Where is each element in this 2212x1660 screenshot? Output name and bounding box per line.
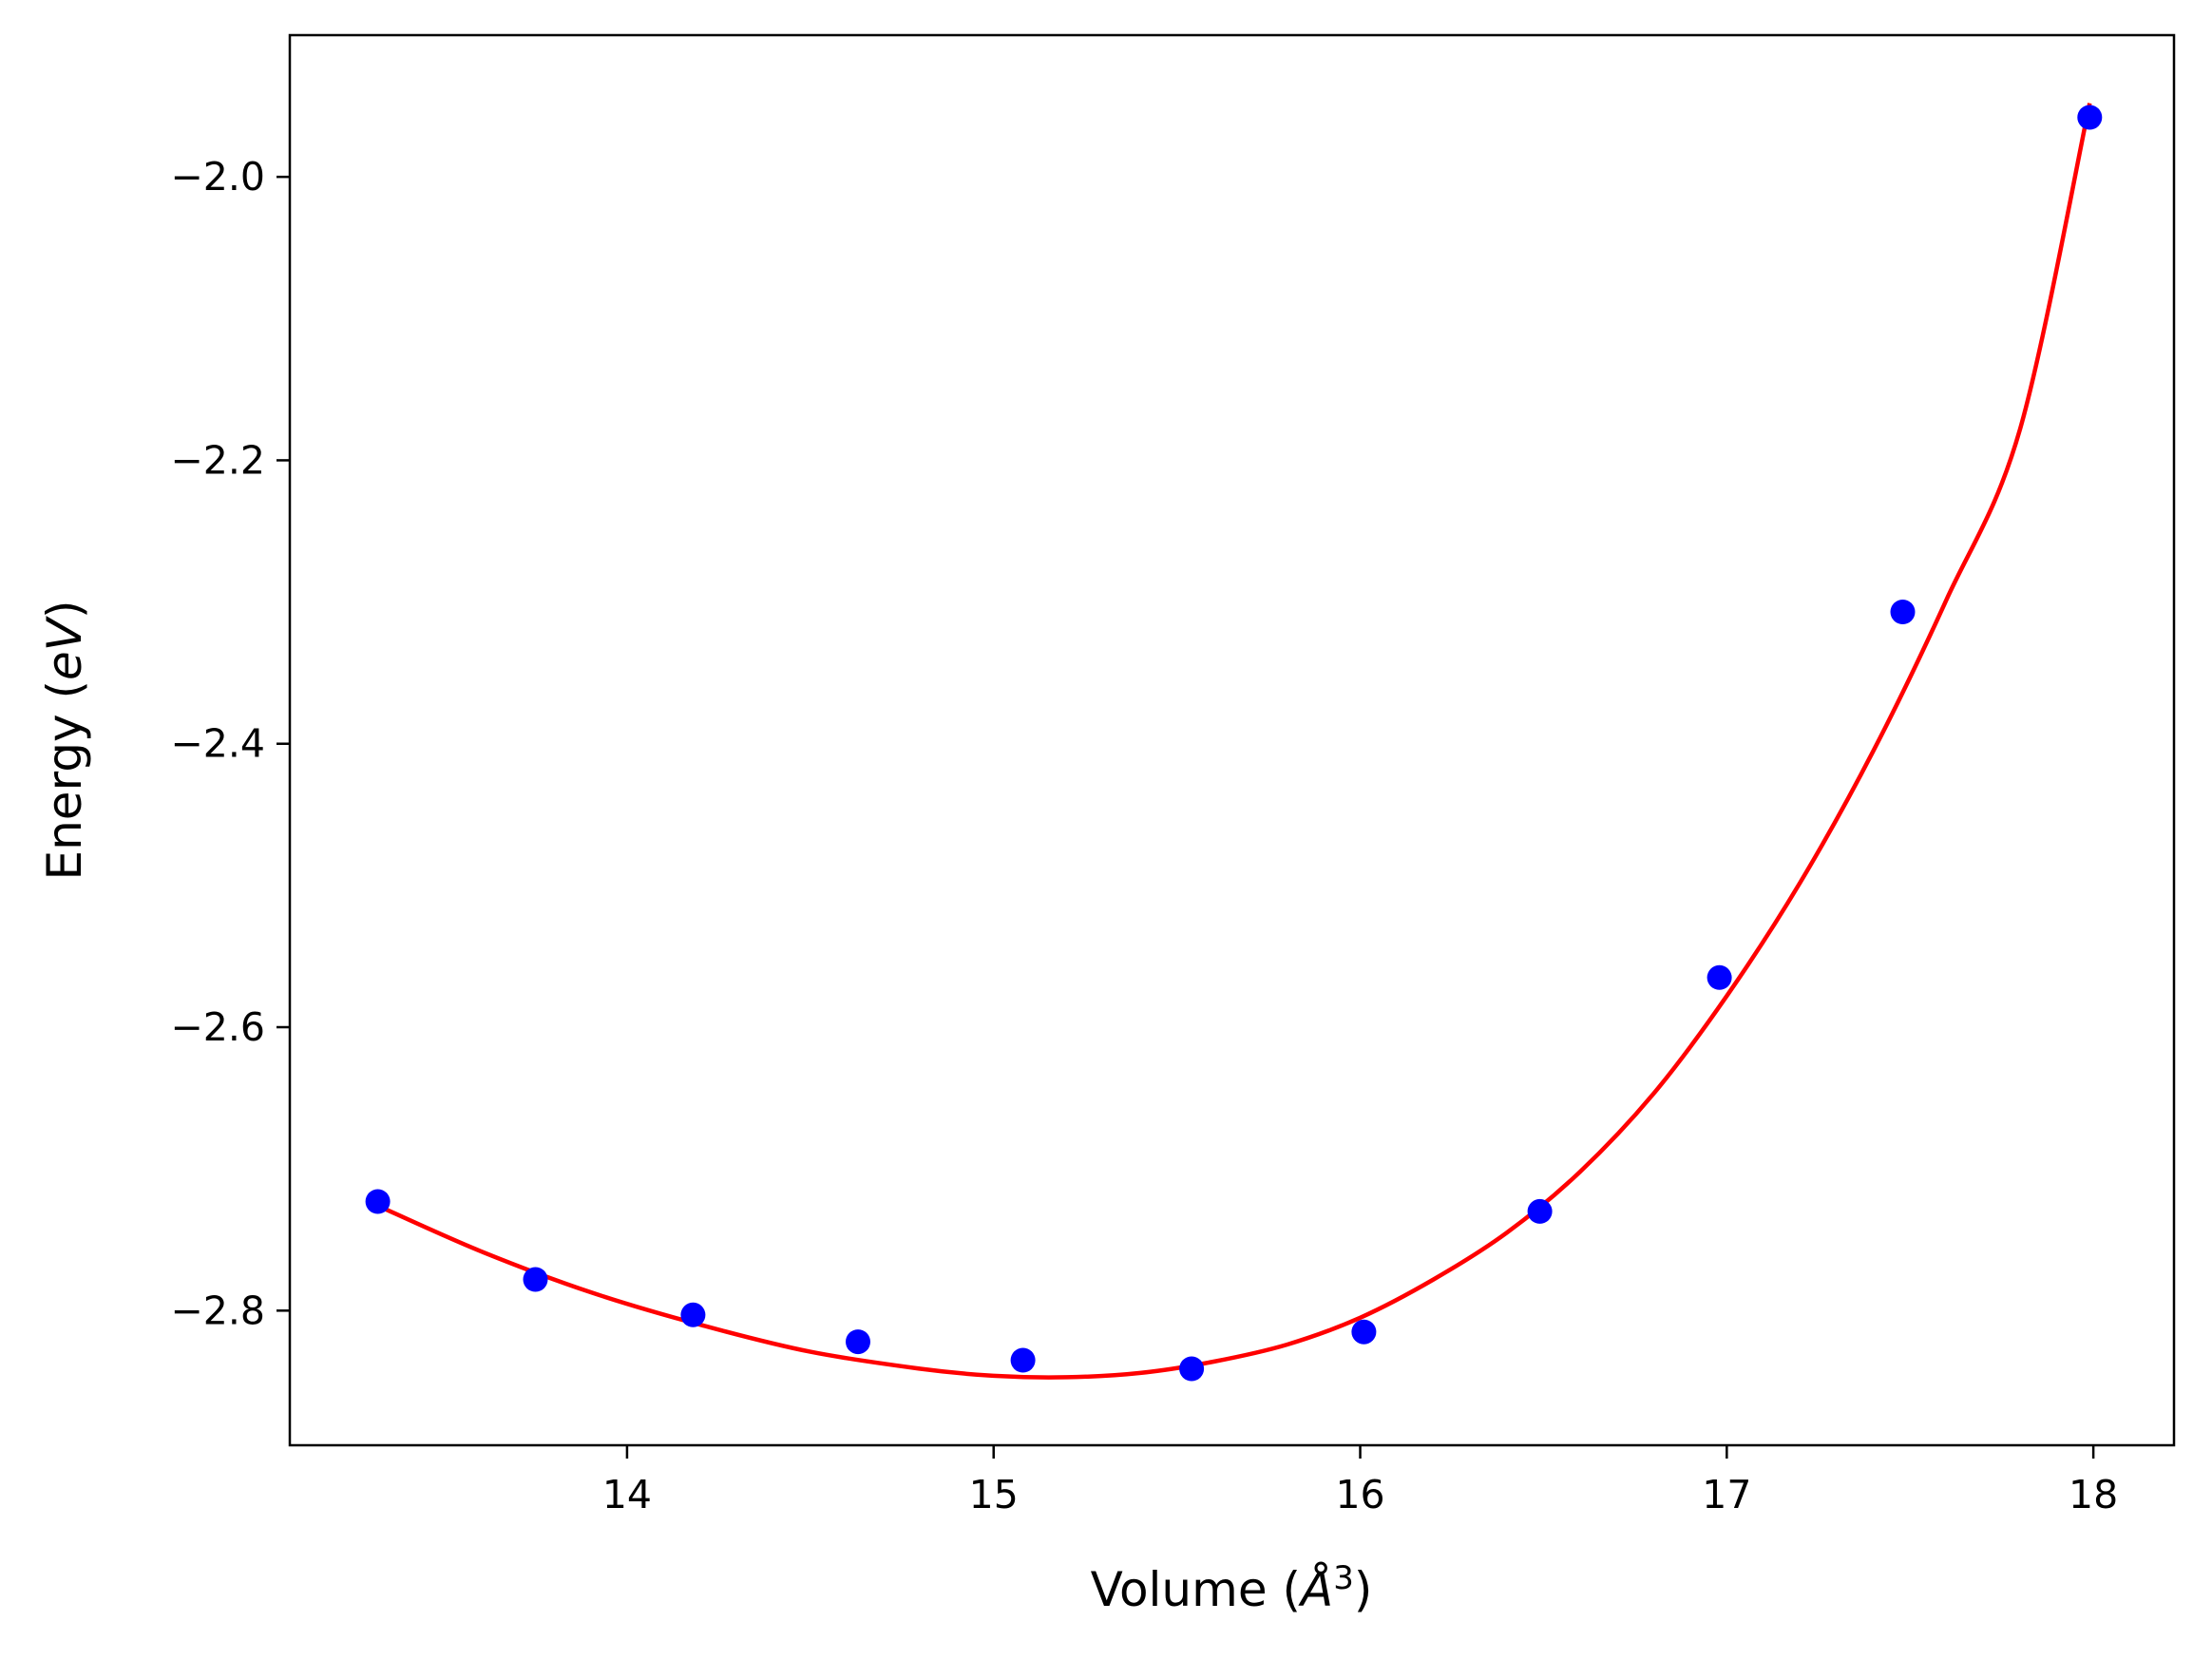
y-tick-label: −2.6 — [170, 1004, 265, 1050]
x-tick-label: 17 — [1702, 1472, 1751, 1517]
data-point — [680, 1302, 706, 1327]
data-point — [2077, 105, 2103, 130]
data-point — [365, 1189, 391, 1214]
data-point — [846, 1329, 870, 1355]
data-point — [1707, 964, 1732, 990]
x-tick-label: 18 — [2069, 1472, 2118, 1517]
x-tick-label: 16 — [1335, 1472, 1384, 1517]
y-tick-label: −2.0 — [170, 154, 265, 200]
x-axis-label: Volume (Å3) — [1091, 1559, 1373, 1617]
data-point — [1890, 600, 1916, 624]
y-tick-label: −2.8 — [170, 1288, 265, 1333]
fit-curve — [376, 103, 2092, 1380]
data-point — [523, 1267, 548, 1292]
data-point — [1351, 1319, 1377, 1345]
y-tick-label: −2.2 — [170, 437, 265, 483]
x-axis: 14 15 16 17 18 — [602, 1445, 2118, 1517]
x-tick-label: 14 — [602, 1472, 652, 1517]
data-point — [1527, 1198, 1553, 1224]
y-axis-label: Energy (eV) — [37, 601, 92, 881]
data-point — [1179, 1356, 1205, 1382]
x-tick-label: 15 — [969, 1472, 1019, 1517]
y-tick-label: −2.4 — [170, 721, 265, 767]
y-axis: −2.0 −2.2 −2.4 −2.6 −2.8 — [170, 154, 290, 1333]
plot-content — [365, 103, 2103, 1382]
data-point — [1010, 1347, 1036, 1373]
axes-frame — [288, 33, 2176, 1447]
